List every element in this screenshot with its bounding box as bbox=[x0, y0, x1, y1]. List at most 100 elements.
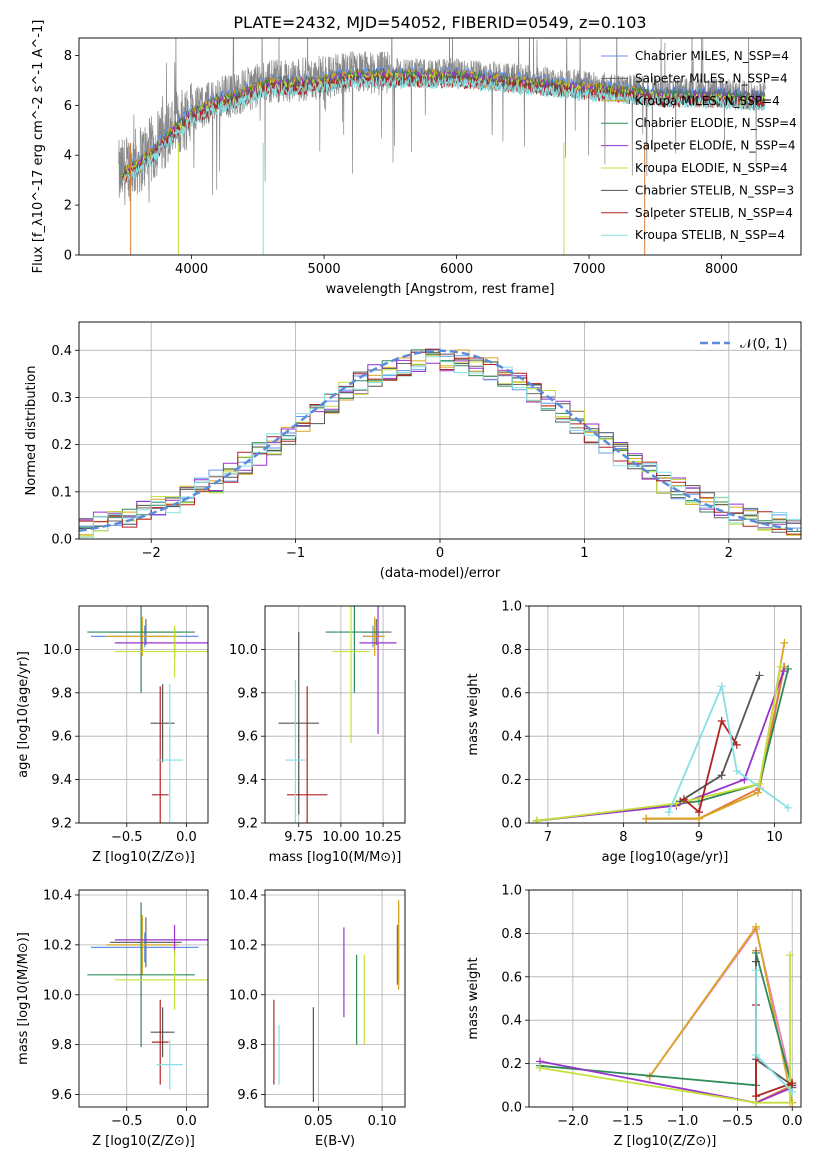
x-tick-label: −2.0 bbox=[557, 1114, 589, 1129]
x-axis-label: Z [log10(Z/Z⊙)] bbox=[614, 1134, 717, 1149]
y-tick-label: 9.6 bbox=[51, 730, 72, 745]
y-tick-label: 0.4 bbox=[501, 1014, 522, 1029]
y-tick-label: 10.2 bbox=[229, 938, 258, 953]
mass-weight-marker bbox=[732, 766, 741, 775]
y-tick-label: 9.8 bbox=[51, 686, 72, 701]
x-tick-label: 8 bbox=[619, 830, 627, 845]
spectrum-legend: Chabrier MILES, N_SSP=4 Salpeter MILES, N… bbox=[601, 49, 797, 242]
model-spectrum-line bbox=[122, 75, 766, 184]
mass-weight-line bbox=[646, 642, 786, 820]
y-tick-label: 0.2 bbox=[51, 438, 72, 453]
x-tick-label: 10 bbox=[766, 830, 783, 845]
y-tick-label: 0 bbox=[64, 249, 72, 264]
mass_vs_EBV-axes: 0.05 0.10 9.6 9.8 10.0 10.2 10.4 E(B-V) bbox=[229, 888, 406, 1149]
legend-entry: 𝒩(0, 1) bbox=[740, 337, 787, 352]
legend-entry: Chabrier MILES, N_SSP=4 bbox=[635, 49, 789, 63]
mass-weight-marker bbox=[755, 671, 764, 680]
x-tick-label: −0.5 bbox=[111, 1114, 143, 1129]
x-tick-label: 5000 bbox=[308, 262, 341, 277]
age_vs_Z-axes: −0.5 0.0 9.2 9.4 9.6 9.8 10.0 Z [log10(Z/Z⊙)] ag… bbox=[16, 605, 209, 865]
mass-weight-marker bbox=[752, 948, 761, 957]
y-tick-label: 0.0 bbox=[501, 817, 522, 832]
mass-weight-marker bbox=[717, 771, 726, 780]
y-tick-label: 10.4 bbox=[229, 888, 258, 903]
mass-weight-marker bbox=[695, 808, 703, 817]
y-tick-label: 9.2 bbox=[237, 817, 258, 832]
mass-weight-marker bbox=[784, 803, 793, 812]
x-tick-label: 1 bbox=[580, 546, 588, 561]
mass_vs_EBV-frame: 0.05 0.10 9.6 9.8 10.0 10.2 10.4 E(B-V) bbox=[229, 888, 406, 1149]
mass_vs_Z-axes: −0.5 0.0 9.6 9.8 10.0 10.2 10.4 Z [log10(Z/Z⊙)]… bbox=[16, 888, 209, 1149]
age_vs_mass-plot-area bbox=[278, 606, 397, 823]
y-axis-label: mass weight bbox=[466, 957, 481, 1039]
mass-weight-marker bbox=[535, 1063, 544, 1072]
age_vs_Z-frame: −0.5 0.0 9.2 9.4 9.6 9.8 10.0 Z [log10(Z/Z⊙)] ag… bbox=[16, 605, 209, 865]
y-tick-label: 0.2 bbox=[501, 773, 522, 788]
legend-entry: Kroupa ELODIE, N_SSP=4 bbox=[635, 161, 788, 175]
y-tick-label: 10.0 bbox=[43, 988, 72, 1003]
mass-weight-marker bbox=[779, 667, 788, 676]
mass-weight-line bbox=[539, 955, 791, 1104]
mass-weight-marker bbox=[664, 808, 673, 817]
y-tick-label: 8 bbox=[64, 49, 72, 64]
legend-entry: Kroupa STELIB, N_SSP=4 bbox=[635, 228, 785, 242]
x-tick-label: −2 bbox=[142, 546, 161, 561]
model-spectrum-line bbox=[122, 74, 766, 185]
y-axis-label: Normed distribution bbox=[24, 366, 39, 496]
x-axis-label: (data-model)/error bbox=[380, 566, 501, 581]
legend-entry: Salpeter ELODIE, N_SSP=4 bbox=[635, 139, 796, 153]
mass_vs_Z-frame: −0.5 0.0 9.6 9.8 10.0 10.2 10.4 Z [log10(Z/Z⊙)]… bbox=[16, 888, 209, 1149]
x-tick-label: −1 bbox=[286, 546, 305, 561]
y-tick-label: 0.0 bbox=[51, 533, 72, 548]
residuals-plot-area bbox=[79, 348, 801, 538]
x-tick-label: 6000 bbox=[440, 262, 473, 277]
y-axis-label: age [log10(age/yr)] bbox=[16, 651, 31, 778]
y-tick-label: 0.1 bbox=[51, 485, 72, 500]
mass_weight_vs_Z-frame: −2.0 −1.5 −1.0 −0.5 0.0 0.0 0.2 0.4 0.6 0.8 1.0 Z [… bbox=[466, 884, 803, 1150]
mass-weight-marker bbox=[752, 1092, 761, 1101]
x-tick-label: −0.5 bbox=[111, 830, 143, 845]
normal-pdf-curve bbox=[79, 349, 799, 532]
age_vs_mass-frame: 9.75 10.00 10.25 9.2 9.4 9.6 9.8 10.0 mass [log1… bbox=[229, 605, 406, 865]
x-tick-label: 10.00 bbox=[322, 830, 359, 845]
spectrum-axes: Chabrier MILES, N_SSP=4 Salpeter MILES, N… bbox=[31, 20, 802, 297]
x-axis-label: Z [log10(Z/Z⊙)] bbox=[92, 850, 195, 865]
y-tick-label: 0.8 bbox=[501, 643, 522, 658]
x-tick-label: 0.0 bbox=[176, 1114, 197, 1129]
x-tick-label: −0.5 bbox=[722, 1114, 754, 1129]
y-tick-label: 9.2 bbox=[51, 817, 72, 832]
mass-weight-marker bbox=[788, 1087, 797, 1096]
y-tick-label: 6 bbox=[64, 99, 72, 114]
y-tick-label: 0.6 bbox=[501, 970, 522, 985]
y-tick-label: 9.6 bbox=[237, 730, 258, 745]
x-tick-label: 9 bbox=[695, 830, 703, 845]
mass-weight-marker bbox=[717, 717, 726, 726]
mass-weight-marker bbox=[752, 1050, 761, 1059]
legend-entry: Salpeter STELIB, N_SSP=4 bbox=[635, 206, 793, 220]
x-tick-label: −1.5 bbox=[612, 1114, 644, 1129]
mass-weight-line bbox=[536, 666, 782, 822]
x-tick-label: 8000 bbox=[705, 262, 738, 277]
x-axis-label: E(B-V) bbox=[315, 1134, 355, 1149]
y-tick-label: 0.4 bbox=[501, 730, 522, 745]
legend-entry: Kroupa MILES, N_SSP=4 bbox=[635, 94, 780, 108]
mass_weight_vs_age-plot-area bbox=[532, 638, 793, 823]
y-tick-label: 9.8 bbox=[51, 1038, 72, 1053]
x-axis-label: Z [log10(Z/Z⊙)] bbox=[92, 1134, 195, 1149]
age_vs_Z-plot-area bbox=[87, 606, 208, 823]
mass-weight-marker bbox=[753, 788, 762, 797]
residuals-legend: 𝒩(0, 1) bbox=[700, 337, 787, 352]
y-tick-label: 9.6 bbox=[51, 1088, 72, 1103]
y-tick-label: 0.4 bbox=[51, 344, 72, 359]
mass-weight-marker bbox=[679, 795, 688, 804]
mass_weight_vs_age-frame: 7 8 9 10 0.0 0.2 0.4 0.6 0.8 1.0 age [log10(age/yr… bbox=[466, 600, 802, 865]
y-tick-label: 9.8 bbox=[237, 686, 258, 701]
y-axis-label: mass weight bbox=[466, 673, 481, 755]
model-spectrum-line bbox=[122, 68, 643, 181]
y-tick-label: 10.0 bbox=[229, 643, 258, 658]
mass-weight-marker bbox=[642, 814, 651, 823]
y-tick-label: 4 bbox=[64, 149, 72, 164]
mass-weight-marker bbox=[752, 957, 761, 966]
mass-weight-marker bbox=[776, 662, 785, 671]
